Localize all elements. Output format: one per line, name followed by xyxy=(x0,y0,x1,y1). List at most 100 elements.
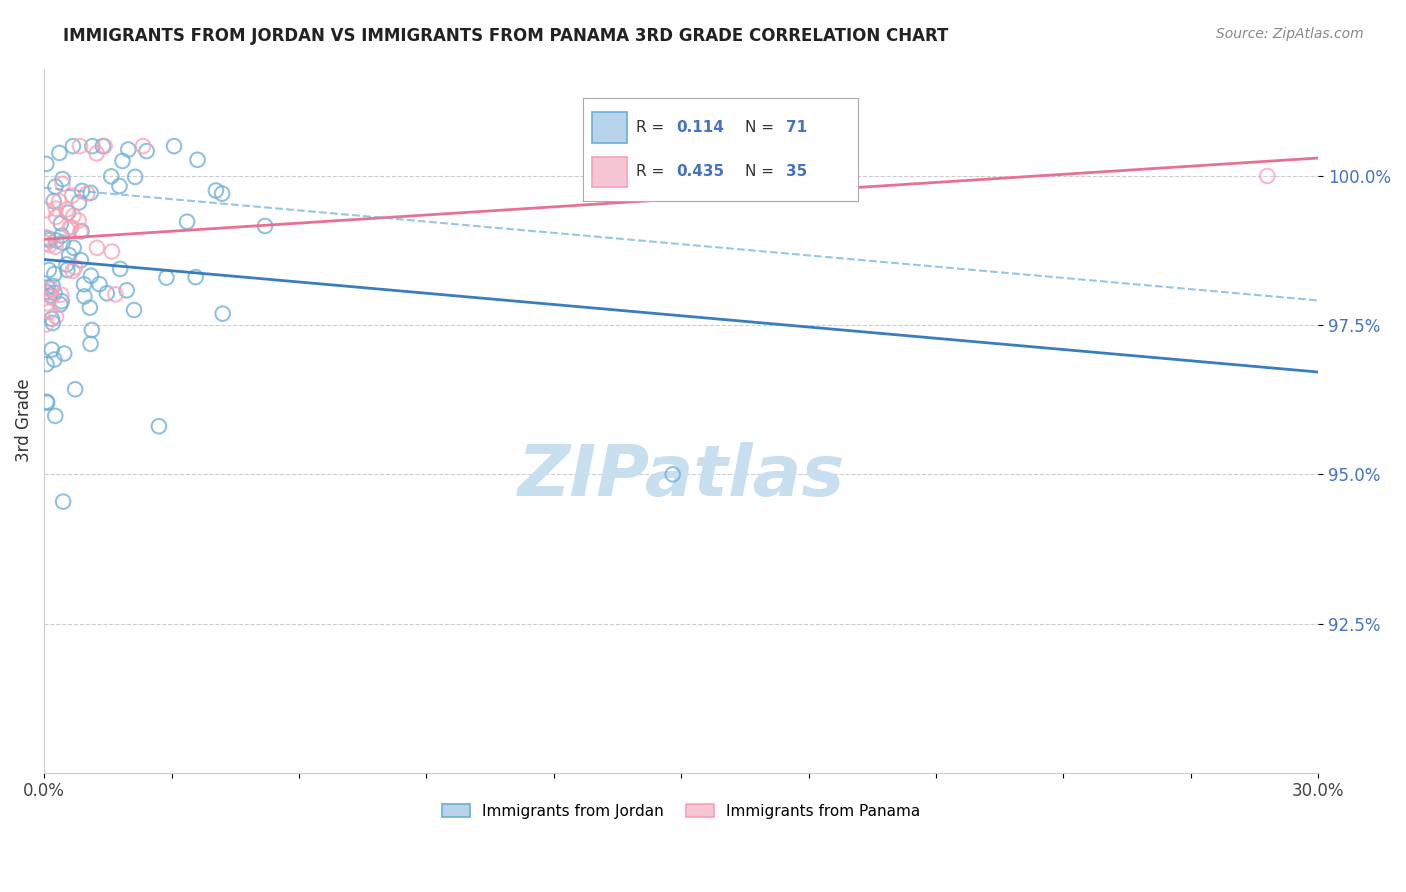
Text: Source: ZipAtlas.com: Source: ZipAtlas.com xyxy=(1216,27,1364,41)
Point xyxy=(52,235,75,250)
Bar xyxy=(592,112,627,144)
Point xyxy=(51,177,73,191)
Point xyxy=(37,396,59,410)
Y-axis label: 3rd Grade: 3rd Grade xyxy=(15,379,32,462)
Point xyxy=(93,139,115,153)
Point xyxy=(48,194,70,208)
Point xyxy=(163,139,186,153)
Point xyxy=(176,215,198,229)
Point xyxy=(35,357,58,371)
Point xyxy=(58,248,80,262)
Point xyxy=(51,287,73,301)
Point xyxy=(38,263,60,277)
Point xyxy=(37,231,59,245)
Text: 71: 71 xyxy=(786,120,807,136)
Point xyxy=(62,139,84,153)
Point xyxy=(51,294,73,309)
Point xyxy=(63,260,86,275)
Point xyxy=(96,286,118,301)
Point xyxy=(41,311,63,326)
Point xyxy=(132,139,155,153)
Point xyxy=(45,202,67,216)
Point xyxy=(38,238,60,252)
Point xyxy=(35,394,58,409)
Point xyxy=(124,169,146,184)
Point xyxy=(62,241,84,255)
Point xyxy=(73,289,96,303)
Point xyxy=(49,216,72,230)
Text: N =: N = xyxy=(745,164,779,179)
Text: R =: R = xyxy=(636,164,669,179)
Point xyxy=(44,240,66,254)
Point xyxy=(89,277,111,292)
Point xyxy=(49,297,72,311)
Point xyxy=(79,337,101,351)
Point xyxy=(184,270,207,285)
Point xyxy=(211,307,233,321)
Point xyxy=(67,195,90,210)
Point xyxy=(59,220,82,235)
Point xyxy=(48,145,70,160)
Point xyxy=(69,225,91,239)
Point xyxy=(205,184,228,198)
Point xyxy=(44,409,66,423)
Point xyxy=(73,277,96,292)
Point xyxy=(101,244,124,259)
Point xyxy=(35,157,58,171)
Text: 35: 35 xyxy=(786,164,807,179)
Text: 0.435: 0.435 xyxy=(676,164,725,179)
Point xyxy=(661,467,683,482)
Point xyxy=(41,290,63,304)
Point xyxy=(91,139,114,153)
Point xyxy=(80,268,103,283)
Point xyxy=(1256,169,1278,183)
Point xyxy=(41,343,63,357)
Point xyxy=(122,303,145,318)
Point xyxy=(55,257,77,271)
Text: N =: N = xyxy=(745,120,779,136)
Point xyxy=(115,283,138,297)
Text: ZIPatlas: ZIPatlas xyxy=(517,442,845,511)
Point xyxy=(37,280,59,294)
Point xyxy=(70,253,93,268)
Point xyxy=(52,494,75,508)
Point xyxy=(35,286,58,301)
Point xyxy=(45,234,67,248)
Point xyxy=(60,188,83,202)
Point xyxy=(38,233,60,247)
Point xyxy=(35,203,58,218)
Point xyxy=(86,146,108,161)
Point xyxy=(100,169,122,184)
Point xyxy=(211,186,233,201)
Text: R =: R = xyxy=(636,120,669,136)
Point xyxy=(155,270,177,285)
Point xyxy=(39,288,62,302)
Point xyxy=(82,139,104,153)
Point xyxy=(35,318,58,332)
Point xyxy=(104,287,127,301)
Point xyxy=(51,228,73,243)
Point xyxy=(117,143,139,157)
Point xyxy=(60,220,83,235)
Point xyxy=(70,224,93,238)
Point xyxy=(35,236,58,251)
Point xyxy=(35,285,58,299)
Point xyxy=(67,213,90,227)
Point xyxy=(69,139,91,153)
Point xyxy=(44,285,66,300)
Point xyxy=(79,186,101,200)
Point xyxy=(56,263,79,277)
Point xyxy=(42,194,65,209)
Point xyxy=(45,310,67,324)
Point xyxy=(38,304,60,318)
Point xyxy=(45,210,67,224)
Point xyxy=(80,323,103,337)
Point xyxy=(44,179,66,194)
Point xyxy=(62,264,84,278)
Point xyxy=(79,301,101,315)
Point xyxy=(44,352,66,367)
Point xyxy=(63,382,86,396)
Point xyxy=(52,172,75,186)
Point xyxy=(44,267,66,281)
Point xyxy=(62,209,84,223)
